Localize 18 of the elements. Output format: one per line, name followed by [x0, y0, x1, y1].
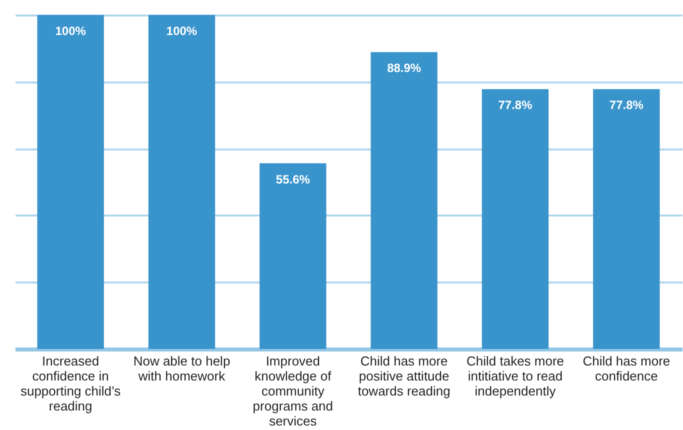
data-label: 77.8%: [609, 98, 644, 112]
bar: [593, 89, 660, 349]
bar: [482, 89, 549, 349]
x-tick-label: Child takes more intitiative to read independently: [466, 354, 564, 398]
x-tick-label: Child has more positive attitude towards reading: [358, 354, 450, 398]
data-label: 100%: [166, 24, 198, 38]
bar: [260, 163, 326, 349]
data-label: 100%: [55, 24, 86, 38]
bar: [148, 15, 216, 349]
x-tick-label: Increased confidence in supporting child’s reading: [20, 354, 122, 414]
bar: [370, 52, 438, 349]
data-label: 88.9%: [387, 61, 422, 76]
x-tick-label: Improved knowledge of community programs and services: [252, 354, 334, 428]
bar: [37, 15, 104, 349]
x-tick-label: Now able to help with homework: [133, 354, 230, 384]
data-label: 77.8%: [498, 98, 533, 112]
data-label: 55.6%: [276, 172, 310, 186]
x-tick-label: Child has more confidence: [582, 354, 670, 384]
